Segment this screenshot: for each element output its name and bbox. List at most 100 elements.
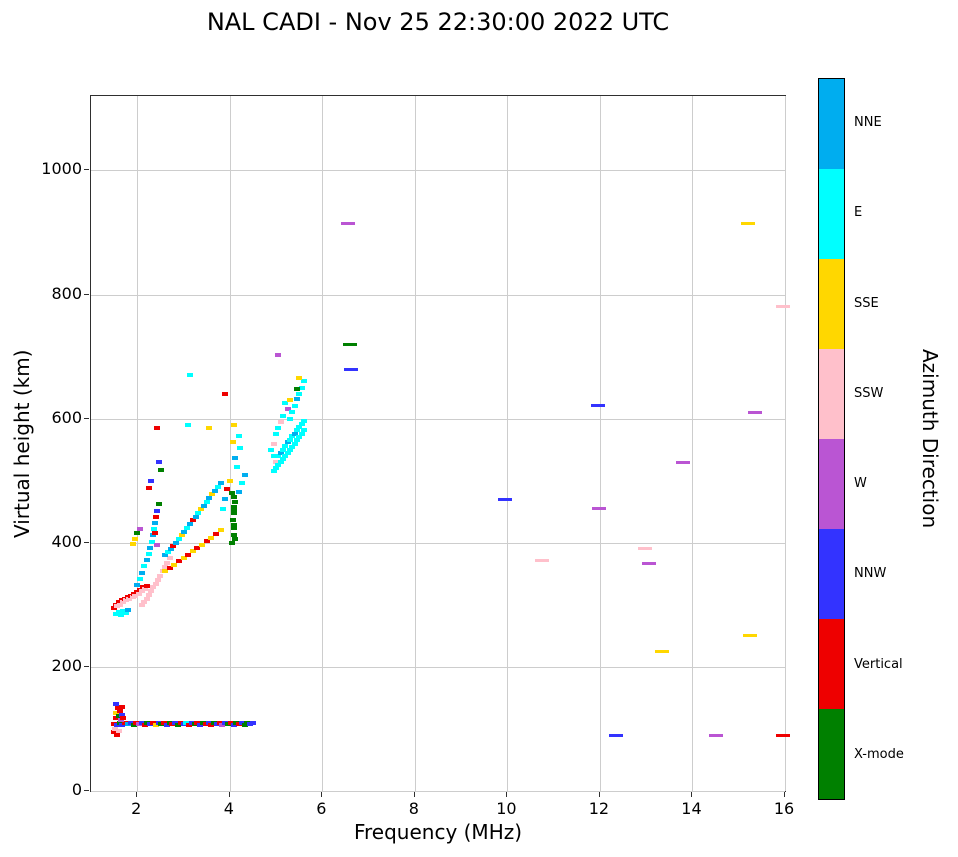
gridline-horizontal — [91, 294, 785, 296]
data-point — [280, 413, 286, 418]
data-point — [282, 401, 289, 406]
x-tick-mark — [598, 792, 600, 797]
x-tick-mark — [228, 792, 230, 797]
data-point — [273, 460, 280, 465]
data-point — [117, 602, 124, 607]
colorbar-segment-ssw — [819, 349, 844, 439]
chart-title: NAL CADI - Nov 25 22:30:00 2022 UTC — [206, 8, 670, 36]
data-point — [291, 404, 298, 409]
data-point — [286, 447, 293, 452]
data-point — [231, 511, 238, 515]
data-point — [286, 437, 293, 442]
data-point — [229, 491, 236, 496]
data-point — [217, 528, 224, 533]
data-point — [146, 486, 153, 491]
data-point — [291, 441, 298, 446]
data-point — [115, 610, 122, 615]
data-point — [141, 599, 148, 604]
data-point — [150, 585, 157, 590]
gridline-vertical — [507, 96, 509, 791]
gridline-horizontal — [91, 666, 785, 668]
data-point — [249, 720, 256, 725]
data-point — [135, 591, 142, 596]
data-point — [143, 596, 150, 601]
y-tick-mark — [84, 169, 89, 171]
data-point — [280, 447, 286, 452]
data-point — [708, 733, 723, 737]
colorbar-label: E — [854, 205, 863, 221]
y-tick-mark — [84, 665, 89, 667]
data-point — [293, 427, 300, 432]
data-point — [217, 481, 224, 486]
data-point — [740, 221, 755, 225]
data-point — [641, 561, 656, 565]
data-point — [154, 508, 161, 513]
data-point — [298, 431, 305, 436]
data-point — [275, 463, 282, 468]
x-tick-mark — [321, 792, 323, 797]
data-point — [134, 531, 141, 536]
data-point — [638, 547, 653, 551]
data-point — [236, 434, 243, 439]
data-point — [296, 425, 303, 430]
y-tick-mark — [84, 790, 89, 791]
data-point — [153, 543, 160, 548]
x-tick-mark — [784, 792, 785, 797]
x-tick-label: 12 — [588, 799, 610, 818]
data-point — [234, 465, 241, 470]
data-point — [270, 441, 277, 446]
data-point — [289, 434, 296, 439]
data-point — [214, 484, 221, 489]
y-axis-label: Virtual height (km) — [10, 349, 34, 538]
data-point — [189, 549, 196, 554]
gridline-vertical — [692, 96, 694, 791]
data-point — [236, 446, 243, 451]
data-point — [296, 376, 303, 381]
y-tick-label: 400 — [51, 531, 82, 551]
data-point — [155, 460, 162, 465]
data-point — [241, 472, 248, 477]
data-point — [116, 708, 123, 713]
data-point — [277, 460, 284, 465]
data-point — [222, 391, 229, 396]
data-point — [125, 607, 131, 612]
data-point — [231, 422, 238, 427]
data-point — [289, 410, 296, 415]
data-point — [185, 552, 192, 557]
data-point — [122, 610, 129, 615]
data-point — [141, 587, 148, 592]
data-point — [232, 537, 239, 542]
data-point — [171, 562, 178, 567]
data-point — [219, 506, 226, 511]
data-point — [143, 584, 150, 589]
data-point — [145, 551, 152, 556]
data-point — [180, 555, 187, 560]
data-point — [655, 649, 670, 653]
data-point — [296, 435, 303, 440]
colorbar-label: NNE — [854, 115, 882, 131]
data-point — [158, 467, 165, 472]
data-point — [205, 425, 212, 430]
data-point — [229, 440, 236, 445]
data-point — [298, 421, 305, 426]
data-point — [300, 427, 307, 432]
data-point — [230, 504, 237, 509]
plot-area — [90, 95, 790, 792]
data-point — [111, 730, 118, 735]
data-point — [775, 733, 790, 737]
data-point — [157, 573, 164, 578]
data-point — [195, 511, 202, 515]
data-point — [152, 581, 159, 586]
data-point — [148, 478, 155, 483]
colorbar-label: SSE — [854, 295, 879, 311]
data-point — [676, 460, 691, 464]
colorbar-label: W — [854, 476, 867, 492]
data-point — [170, 543, 177, 548]
data-point — [231, 508, 238, 513]
data-point — [340, 221, 355, 225]
data-point — [115, 600, 122, 605]
data-point — [212, 532, 219, 537]
data-point — [282, 443, 289, 448]
data-point — [743, 634, 758, 638]
